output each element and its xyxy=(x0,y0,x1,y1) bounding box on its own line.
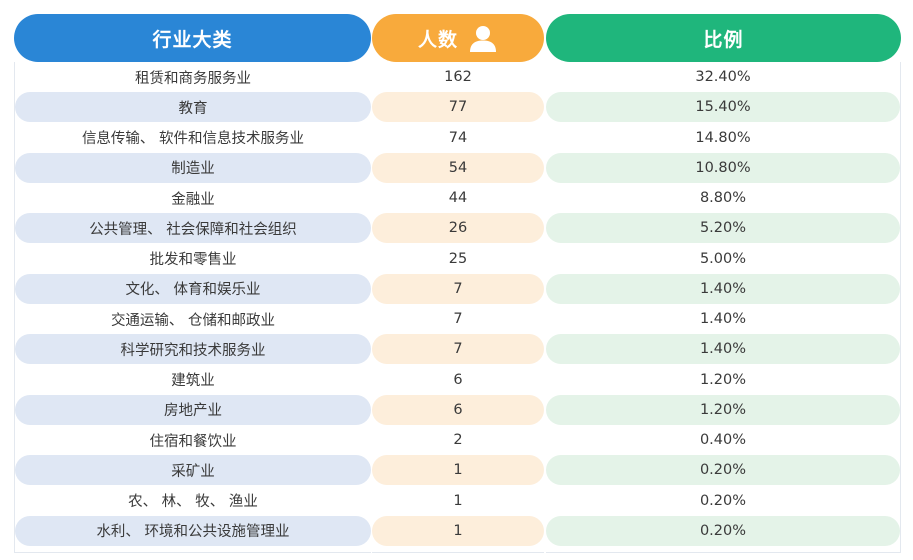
count-cell: 2 xyxy=(453,432,463,448)
industry-table: 行业大类 租赁和商务服务业教育信息传输、 软件和信息技术服务业制造业金融业公共管… xyxy=(14,14,901,553)
ratio-cell: 0.20% xyxy=(699,492,747,509)
industry-cell: 房地产业 xyxy=(15,394,371,425)
industry-cell: 建筑业 xyxy=(171,373,215,389)
count-cell: 162 xyxy=(444,69,472,85)
ratio-cell: 0.20% xyxy=(546,515,900,546)
ratio-header-label: 比例 xyxy=(703,28,744,51)
industry-cell: 批发和零售业 xyxy=(149,252,237,268)
ratio-cell: 32.40% xyxy=(695,69,751,85)
count-cell: 7 xyxy=(453,311,463,327)
industry-cell: 信息传输、 软件和信息技术服务业 xyxy=(81,131,305,147)
industry-cell: 租赁和商务服务业 xyxy=(135,70,251,87)
count-header: 人数 xyxy=(372,14,544,62)
count-cell: 7 xyxy=(372,334,544,365)
industry-cell: 水利、 环境和公共设施管理业 xyxy=(15,515,371,546)
ratio-cell: 1.20% xyxy=(546,394,900,425)
count-cell: 54 xyxy=(372,152,544,183)
ratio-cell: 1.40% xyxy=(699,311,747,327)
industry-cell: 公共管理、 社会保障和社会组织 xyxy=(15,213,371,244)
ratio-cell: 0.20% xyxy=(546,455,900,486)
industry-cell: 交通运输、 仓储和邮政业 xyxy=(110,312,276,329)
count-header-label: 人数 xyxy=(417,28,458,51)
ratio-cell: 1.40% xyxy=(546,273,900,304)
count-cell: 1 xyxy=(453,492,463,509)
ratio-header: 比例 xyxy=(546,14,901,62)
count-cell: 44 xyxy=(448,190,468,206)
count-cell: 77 xyxy=(372,92,544,123)
count-cell: 7 xyxy=(372,273,544,304)
ratio-cell: 15.40% xyxy=(546,92,900,123)
industry-cell: 教育 xyxy=(15,92,371,123)
industry-cell: 采矿业 xyxy=(15,455,371,486)
count-cell: 25 xyxy=(448,250,468,267)
ratio-cell: 14.80% xyxy=(695,129,751,146)
industry-cell: 制造业 xyxy=(15,152,371,183)
count-column-body: 162 77 74 54 44 26 25 7 7 7 6 6 2 1 1 1 xyxy=(372,62,544,553)
count-cell: 26 xyxy=(372,213,544,244)
ratio-column-body: 32.40% 15.40% 14.80% 10.80% 8.80% 5.20% 5.00% 1… xyxy=(546,62,901,553)
person-icon xyxy=(468,23,498,53)
industry-column-body: 租赁和商务服务业教育信息传输、 软件和信息技术服务业制造业金融业公共管理、 社会… xyxy=(14,62,371,553)
count-cell: 1 xyxy=(372,455,544,486)
industry-header-label: 行业大类 xyxy=(152,28,233,51)
ratio-cell: 1.20% xyxy=(699,371,747,388)
ratio-cell: 10.80% xyxy=(546,152,900,183)
ratio-cell: 0.40% xyxy=(699,432,747,448)
ratio-cell: 1.40% xyxy=(546,334,900,365)
count-cell: 6 xyxy=(453,371,463,388)
industry-cell: 住宿和餐饮业 xyxy=(149,433,237,450)
industry-cell: 科学研究和技术服务业 xyxy=(15,334,371,365)
count-cell: 6 xyxy=(372,394,544,425)
ratio-cell: 5.00% xyxy=(699,250,747,267)
ratio-cell: 5.20% xyxy=(546,213,900,244)
industry-cell: 农、 林、 牧、 渔业 xyxy=(128,494,258,510)
count-cell: 74 xyxy=(448,129,468,146)
industry-header: 行业大类 xyxy=(14,14,371,62)
ratio-cell: 8.80% xyxy=(699,190,747,206)
industry-cell: 文化、 体育和娱乐业 xyxy=(15,273,371,304)
industry-cell: 金融业 xyxy=(171,191,215,208)
count-cell: 1 xyxy=(372,515,544,546)
